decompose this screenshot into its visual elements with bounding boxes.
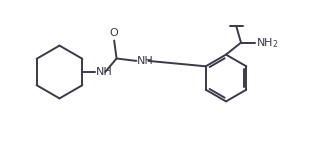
Text: O: O [110, 28, 119, 38]
Text: NH$_2$: NH$_2$ [256, 36, 278, 50]
Text: NH: NH [96, 67, 113, 77]
Text: NH: NH [137, 56, 154, 66]
